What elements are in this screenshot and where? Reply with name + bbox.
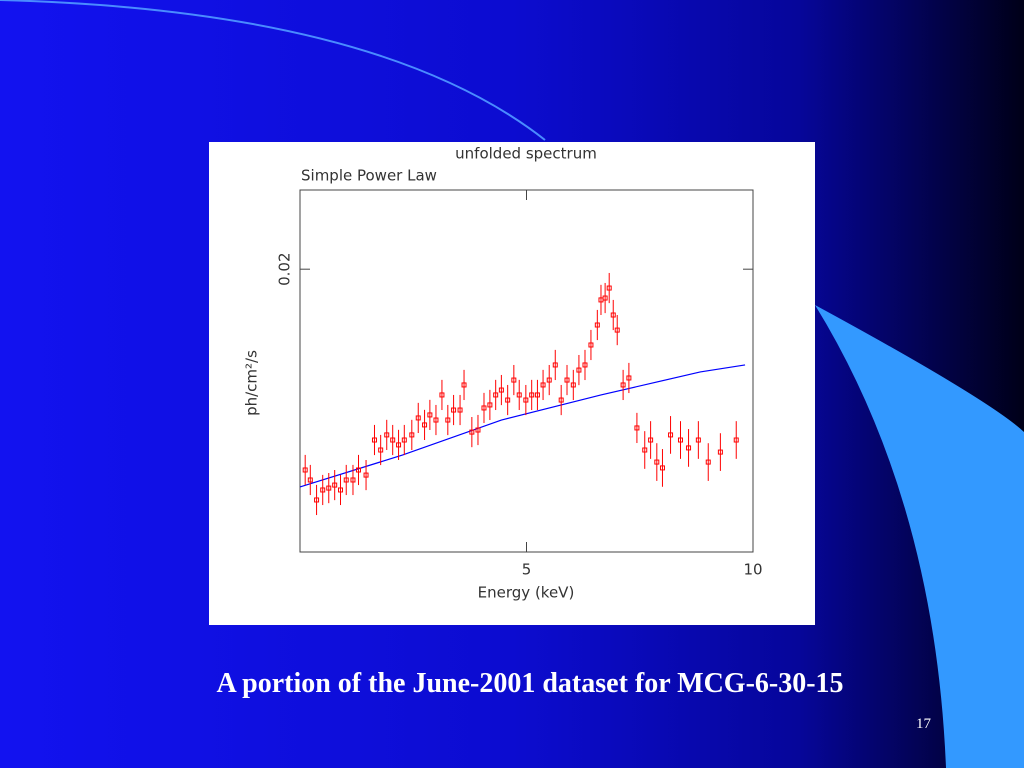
x-axis-label: Energy (keV): [478, 584, 575, 602]
decor-arc: [0, 0, 546, 141]
data-point: [546, 377, 552, 383]
data-point: [371, 437, 377, 443]
data-point: [582, 362, 588, 368]
data-point: [642, 447, 648, 453]
data-point: [343, 477, 349, 483]
data-point: [338, 487, 344, 493]
data-point: [451, 407, 457, 413]
data-point: [409, 432, 415, 438]
data-point: [594, 322, 600, 328]
data-point: [363, 472, 369, 478]
data-point: [427, 412, 433, 418]
data-point: [390, 437, 396, 443]
data-point: [606, 285, 612, 291]
data-point: [511, 377, 517, 383]
data-point: [648, 437, 654, 443]
x-tick-label: 5: [522, 561, 532, 579]
data-point: [534, 392, 540, 398]
decor-wave: [815, 305, 1024, 768]
data-point: [668, 432, 674, 438]
data-point: [326, 485, 332, 491]
data-point: [626, 375, 632, 381]
data-point: [332, 482, 338, 488]
data-point: [634, 425, 640, 431]
data-point: [705, 459, 711, 465]
data-point: [552, 362, 558, 368]
data-point: [433, 417, 439, 423]
data-point: [350, 477, 356, 483]
data-point: [614, 327, 620, 333]
data-point: [378, 447, 384, 453]
x-tick-label: 10: [743, 561, 762, 579]
data-point: [415, 415, 421, 421]
data-point: [481, 405, 487, 411]
data-point: [659, 465, 665, 471]
chart-title: unfolded spectrum: [455, 145, 597, 163]
caption: A portion of the June-2001 dataset for M…: [216, 668, 844, 699]
data-point: [505, 397, 511, 403]
data-point: [570, 382, 576, 388]
chart: unfolded spectrum Simple Power Law Energ…: [209, 142, 815, 625]
data-point: [540, 382, 546, 388]
data-point: [686, 445, 692, 451]
data-point: [401, 437, 407, 443]
data-point: [355, 467, 361, 473]
data-point: [529, 392, 535, 398]
data-point: [445, 417, 451, 423]
chart-background: [209, 142, 815, 625]
y-axis-label: ph/cm²/s: [243, 350, 261, 416]
data-point: [307, 477, 313, 483]
data-point: [576, 367, 582, 373]
data-point: [654, 459, 660, 465]
y-tick-label: 0.02: [276, 252, 294, 285]
data-point: [422, 422, 428, 428]
data-point: [320, 487, 326, 493]
data-point: [487, 402, 493, 408]
data-point: [469, 429, 475, 435]
data-point: [558, 397, 564, 403]
data-point: [493, 392, 499, 398]
data-point: [588, 342, 594, 348]
data-point: [677, 437, 683, 443]
data-point: [695, 437, 701, 443]
data-point: [439, 392, 445, 398]
data-point: [620, 382, 626, 388]
data-point: [733, 437, 739, 443]
data-point: [384, 432, 390, 438]
data-point: [523, 397, 529, 403]
data-point: [302, 467, 308, 473]
data-point: [516, 392, 522, 398]
page-number: 17: [916, 716, 931, 732]
data-point: [602, 295, 608, 301]
data-point: [314, 497, 320, 503]
data-point: [717, 449, 723, 455]
data-point: [564, 377, 570, 383]
chart-subtitle: Simple Power Law: [301, 167, 437, 185]
data-point: [457, 407, 463, 413]
data-point: [461, 382, 467, 388]
model-line: [299, 364, 746, 488]
data-point: [396, 442, 402, 448]
data-point: [498, 387, 504, 393]
data-point: [610, 312, 616, 318]
data-point: [475, 427, 481, 433]
